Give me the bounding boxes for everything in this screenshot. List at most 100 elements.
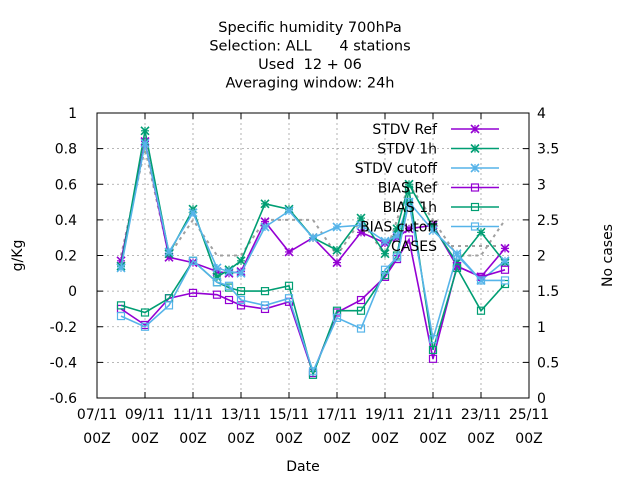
- data-point: [428, 225, 438, 236]
- data-point: [260, 287, 270, 296]
- data-point: [284, 281, 294, 290]
- data-point: [116, 311, 126, 321]
- data-point: [332, 258, 342, 268]
- data-point: [356, 324, 366, 333]
- series-stdv-cutoff: [116, 138, 510, 286]
- legend-label: BIAS 1h: [383, 200, 437, 216]
- data-point: [500, 256, 510, 266]
- x-tick-sublabel: 00Z: [131, 431, 158, 447]
- y2-axis-label: No cases: [600, 224, 616, 287]
- data-point: [236, 256, 246, 266]
- y-tick-label: 1: [68, 106, 77, 122]
- series-line: [120, 141, 506, 278]
- x-axis-label: Date: [286, 459, 319, 475]
- data-point: [356, 295, 366, 305]
- data-point: [500, 276, 510, 285]
- y-tick-label: -0.6: [50, 391, 77, 407]
- data-point: [260, 199, 270, 209]
- data-point: [428, 354, 438, 363]
- axis-ticks: -0.6 -0.4 -0.2 0 0.2 0.4 0.6 0.8 1 0 0.5 1 1.5 2 2.5 3 3…: [50, 106, 560, 447]
- data-point: [236, 295, 246, 305]
- data-point: [404, 179, 414, 189]
- series-bias-cutoff: [116, 197, 510, 376]
- data-point: [212, 263, 222, 273]
- series-line: [120, 130, 506, 279]
- x-tick-label: 21/11: [413, 407, 453, 423]
- y-tick-label: 0: [68, 284, 77, 300]
- x-tick-sublabel: 00Z: [275, 431, 302, 447]
- y2-tick-label: 3.5: [537, 142, 559, 158]
- series-group: [116, 126, 510, 379]
- x-tick-label: 15/11: [269, 407, 309, 423]
- data-point: [164, 301, 174, 310]
- data-point: [428, 335, 438, 344]
- x-tick-label: 13/11: [221, 407, 261, 423]
- y-tick-label: 0.4: [55, 213, 77, 229]
- data-point: [236, 287, 246, 296]
- data-point: [224, 281, 234, 290]
- chart-title-line: Selection: ALL 4 stations: [209, 39, 410, 55]
- chart-title-line: Averaging window: 24h: [225, 76, 394, 92]
- data-point: [500, 243, 510, 253]
- legend-label: STDV 1h: [377, 142, 437, 158]
- data-point: [470, 163, 480, 173]
- chart-title-line: Specific humidity 700hPa: [218, 20, 402, 36]
- legend-label: BIAS cutoff: [360, 220, 437, 236]
- y-tick-label: -0.4: [50, 355, 77, 371]
- series-cases: [120, 148, 506, 258]
- data-point: [140, 322, 150, 331]
- x-tick-sublabel: 00Z: [83, 431, 110, 447]
- chart-title-line: Used 12 + 06: [258, 57, 362, 73]
- series-line: [120, 148, 506, 258]
- legend-label: STDV cutoff: [355, 161, 438, 177]
- data-point: [224, 295, 234, 305]
- data-point: [356, 213, 366, 223]
- y-tick-label: -0.2: [50, 320, 77, 336]
- data-point: [404, 235, 414, 244]
- y2-tick-label: 0: [537, 391, 546, 407]
- data-point: [470, 143, 480, 154]
- data-point: [332, 245, 342, 255]
- x-tick-sublabel: 00Z: [371, 431, 398, 447]
- data-point: [380, 265, 390, 274]
- data-point: [452, 251, 462, 260]
- data-point: [140, 126, 150, 136]
- y2-tick-label: 4: [537, 106, 546, 122]
- data-point: [470, 124, 480, 134]
- x-tick-label: 07/11: [77, 407, 117, 423]
- x-tick-label: 17/11: [317, 407, 357, 423]
- data-point: [470, 222, 480, 231]
- data-point: [404, 185, 414, 194]
- data-point: [470, 202, 480, 212]
- x-tick-sublabel: 00Z: [227, 431, 254, 447]
- series-line: [120, 201, 505, 374]
- data-point: [236, 301, 246, 310]
- series-line: [120, 189, 506, 378]
- x-tick-label: 09/11: [125, 407, 165, 423]
- series-stdv-ref: [116, 136, 510, 282]
- data-point: [380, 236, 390, 246]
- legend-label: CASES: [391, 239, 437, 255]
- y-tick-label: 0.2: [55, 249, 77, 265]
- data-point: [476, 276, 486, 285]
- legend-label: STDV Ref: [372, 122, 438, 138]
- legend: STDV Ref STDV 1h STDV cutoff BIAS Ref BIAS 1…: [355, 122, 499, 255]
- series-bias-ref: [116, 235, 510, 378]
- data-point: [188, 256, 198, 265]
- x-tick-label: 25/11: [509, 407, 549, 423]
- x-tick-sublabel: 00Z: [515, 431, 542, 447]
- chart-title: Specific humidity 700hPa Selection: ALL 4…: [209, 20, 410, 92]
- y2-tick-label: 1.5: [537, 284, 559, 300]
- x-tick-sublabel: 00Z: [179, 431, 206, 447]
- y-axis-label: g/Kg: [10, 240, 26, 272]
- data-point: [356, 227, 366, 237]
- legend-label: BIAS Ref: [378, 181, 438, 197]
- data-point: [380, 249, 390, 259]
- data-point: [404, 197, 414, 207]
- data-point: [212, 290, 222, 299]
- data-point: [260, 222, 270, 232]
- data-point: [356, 306, 366, 315]
- y-tick-label: 0.6: [55, 177, 77, 193]
- x-tick-sublabel: 00Z: [323, 431, 350, 447]
